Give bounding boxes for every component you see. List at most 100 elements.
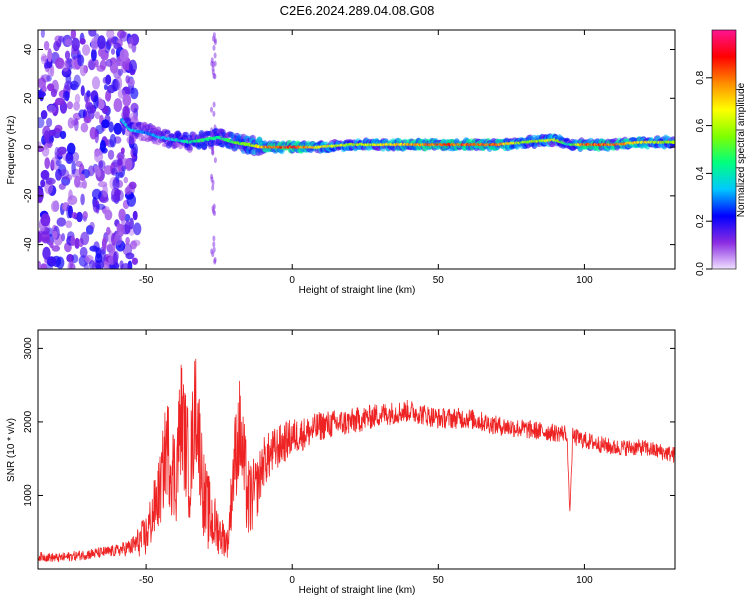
- spectrogram-x-ticks: -50 0 50 100: [139, 30, 593, 286]
- noise-blob: [45, 177, 56, 185]
- noise-blob: [97, 181, 108, 188]
- noise-blob: [40, 213, 51, 227]
- noise-blob: [59, 169, 70, 180]
- noise-blob: [210, 106, 213, 113]
- noise-blob: [106, 30, 115, 40]
- colorbar-tick-label: 0.0: [695, 262, 706, 276]
- y-tick-label: 1000: [23, 484, 34, 507]
- noise-blob: [47, 104, 57, 114]
- noise-blob: [121, 165, 127, 172]
- band-core: [671, 140, 675, 144]
- x-tick-label: -50: [139, 275, 154, 286]
- noise-blob: [90, 37, 99, 51]
- noise-blob: [40, 179, 46, 188]
- noise-blob: [212, 32, 216, 39]
- noise-blob: [64, 50, 71, 60]
- snr-x-axis-label: Height of straight line (km): [299, 585, 416, 596]
- noise-blob: [97, 35, 106, 50]
- noise-blob: [98, 160, 106, 170]
- noise-blob: [43, 130, 50, 143]
- snr-y-axis-label: SNR (10 * v/v): [6, 418, 17, 482]
- snr-frame: [37, 329, 676, 570]
- noise-blob: [49, 240, 54, 249]
- noise-blob: [105, 74, 112, 85]
- noise-blob: [211, 69, 215, 76]
- noise-blob: [211, 184, 215, 191]
- noise-blob: [99, 59, 107, 70]
- noise-blob: [94, 149, 104, 163]
- noise-blob: [131, 239, 141, 247]
- noise-blob: [41, 236, 51, 244]
- noise-blob: [120, 263, 131, 269]
- noise-blob: [131, 257, 138, 265]
- noise-blob: [96, 203, 106, 210]
- noise-blob: [83, 116, 92, 124]
- y-tick-label: 3000: [23, 337, 34, 360]
- noise-blob: [65, 220, 73, 229]
- spectrogram-panel: -50 0 50 100 -40 -20 0 20 40 Height of straight…: [6, 29, 676, 296]
- noise-blob: [66, 101, 73, 110]
- noise-blob: [42, 246, 51, 260]
- noise-blob: [79, 174, 86, 181]
- noise-blob: [212, 101, 216, 108]
- noise-blob: [213, 52, 217, 59]
- noise-blob: [47, 48, 53, 63]
- noise-blob: [89, 126, 97, 140]
- x-tick-label: 100: [576, 575, 593, 586]
- noise-blob: [125, 252, 135, 260]
- noise-blob: [40, 263, 48, 269]
- y-tick-label: -20: [23, 188, 34, 203]
- noise-blob: [130, 87, 139, 100]
- noise-blob: [111, 167, 118, 176]
- noise-blob: [124, 186, 132, 195]
- noise-blob: [106, 226, 111, 236]
- x-tick-label: 0: [289, 275, 295, 286]
- noise-blob: [110, 187, 121, 201]
- noise-blob: [76, 211, 83, 223]
- noise-blob: [128, 59, 137, 74]
- noise-blob: [40, 110, 48, 120]
- noise-blob: [211, 148, 215, 155]
- noise-blob: [59, 130, 67, 140]
- noise-blob: [88, 260, 96, 269]
- noise-blob: [101, 237, 107, 251]
- noise-blob: [125, 75, 130, 84]
- noise-blob: [63, 90, 70, 101]
- noise-blob: [212, 110, 216, 117]
- noise-blob: [94, 111, 101, 120]
- x-tick-label: 0: [289, 575, 295, 586]
- noise-blob: [112, 178, 120, 190]
- noise-blob: [132, 210, 138, 221]
- colorbar-gradient: [711, 29, 737, 270]
- noise-blob: [40, 30, 45, 38]
- noise-blob: [41, 74, 51, 83]
- noise-blob: [78, 109, 86, 119]
- spectrogram-x-axis-label: Height of straight line (km): [299, 285, 416, 296]
- noise-blob: [210, 176, 214, 183]
- noise-blob: [82, 44, 91, 56]
- noise-blob: [68, 189, 73, 201]
- noise-blob: [74, 237, 80, 249]
- noise-blob: [106, 243, 116, 253]
- noise-blob: [56, 217, 67, 227]
- noise-blob: [105, 58, 113, 67]
- noise-blob: [52, 230, 58, 239]
- x-tick-label: 50: [433, 575, 445, 586]
- noise-blob: [48, 129, 57, 137]
- noise-blob: [113, 42, 122, 50]
- noise-blob: [58, 35, 65, 43]
- noise-blob: [66, 142, 76, 155]
- noise-blob: [43, 40, 50, 51]
- noise-blob: [128, 181, 137, 190]
- noise-blob: [109, 133, 117, 148]
- colorbar-tick-label: 0.8: [695, 70, 706, 84]
- noise-blob: [38, 117, 45, 129]
- noise-blob: [105, 90, 112, 102]
- noise-blob: [114, 233, 123, 246]
- noise-blob: [65, 152, 74, 164]
- noise-blob: [89, 221, 95, 231]
- noise-blob: [38, 231, 43, 243]
- noise-blob: [55, 97, 65, 106]
- noise-blob: [79, 246, 88, 258]
